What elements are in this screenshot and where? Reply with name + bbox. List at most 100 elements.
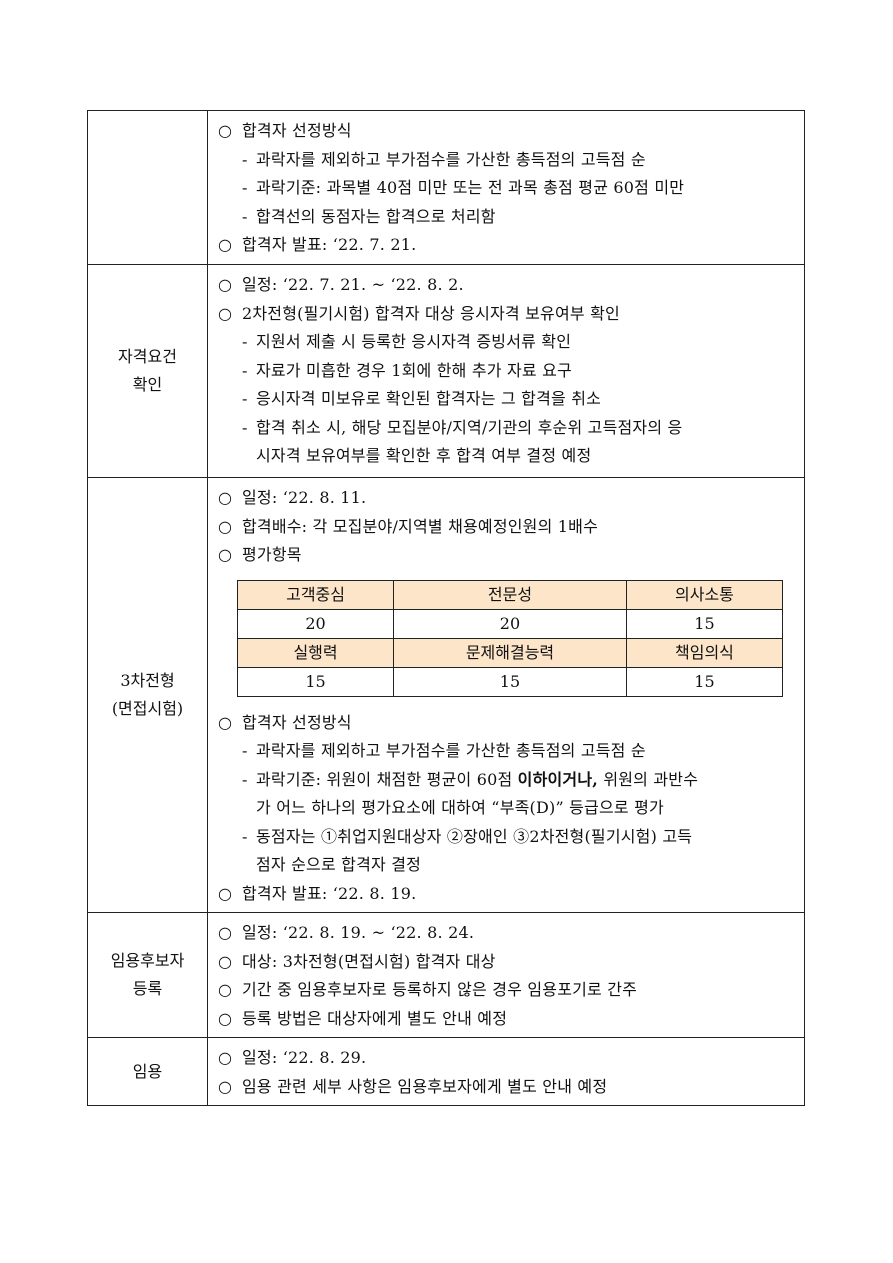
sub-item: - 과락자를 제외하고 부가점수를 가산한 총득점의 고득점 순 [208, 146, 804, 175]
item-text: 과락자를 제외하고 부가점수를 가산한 총득점의 고득점 순 [256, 741, 646, 760]
bullet-item: ○ 일정: ‘22. 8. 29. [208, 1044, 804, 1073]
bullet-item: ○ 기간 중 임용후보자로 등록하지 않은 경우 임용포기로 간주 [208, 976, 804, 1005]
item-text: 일정: ‘22. 8. 19. ~ ‘22. 8. 24. [242, 923, 475, 942]
bullet-item: ○ 합격자 발표: ‘22. 7. 21. [208, 231, 804, 260]
circle-bullet-icon: ○ [218, 1048, 233, 1067]
circle-bullet-icon: ○ [218, 545, 233, 564]
dash-bullet-icon: - [242, 769, 248, 789]
item-text: 합격배수: 각 모집분야/지역별 채용예정인원의 1배수 [242, 516, 599, 536]
circle-bullet-icon: ○ [218, 712, 233, 732]
item-text: 합격자 발표: ‘22. 7. 21. [242, 235, 417, 254]
sub-item: - 합격선의 동점자는 합격으로 처리함 [208, 203, 804, 232]
bullet-item: ○ 대상: 3차전형(면접시험) 합격자 대상 [208, 948, 804, 977]
dash-bullet-icon: - [242, 417, 248, 437]
circle-bullet-icon: ○ [218, 883, 233, 903]
bullet-item: ○ 2차전형(필기시험) 합격자 대상 응시자격 보유여부 확인 [208, 300, 804, 329]
bullet-item: ○ 합격자 발표: ‘22. 8. 19. [208, 880, 804, 909]
bullet-item: ○ 일정: ‘22. 7. 21. ~ ‘22. 8. 2. [208, 271, 804, 300]
item-text: 임용 관련 세부 사항은 임용후보자에게 별도 안내 예정 [242, 1076, 608, 1096]
circle-bullet-icon: ○ [218, 516, 233, 536]
eval-item-score: 15 [393, 666, 627, 697]
eval-score-row: 20 20 15 [236, 608, 784, 639]
bullet-item: ○ 임용 관련 세부 사항은 임용후보자에게 별도 안내 예정 [208, 1073, 804, 1102]
item-emphasis: 이하이거나, [517, 769, 599, 789]
sub-item: - 합격 취소 시, 해당 모집분야/지역/기관의 후순위 고득점자의 응 [208, 414, 804, 443]
schedule-table: ○ 합격자 선정방식 - 과락자를 제외하고 부가점수를 가산한 총득점의 고득점 순… [87, 110, 805, 1106]
row-label: 임용 [87, 1037, 208, 1106]
bullet-item: ○ 평가항목 [208, 541, 804, 570]
row-content: ○ 합격자 선정방식 - 과락자를 제외하고 부가점수를 가산한 총득점의 고득점 순… [207, 110, 805, 265]
table-row: 3차전형 (면접시험) ○ 일정: ‘22. 8. 11. ○ 합격배수: 각 모집분야/… [87, 477, 805, 913]
row-content: ○ 일정: ‘22. 8. 19. ~ ‘22. 8. 24. ○ 대상: 3차전형(… [207, 912, 805, 1038]
item-text: 과락기준: 과목별 40점 미만 또는 전 과목 총점 평균 60점 미만 [256, 178, 685, 197]
eval-score-row: 15 15 15 [236, 666, 784, 697]
row-label-line: 임용 [132, 1061, 163, 1081]
item-text: 합격자 발표: ‘22. 8. 19. [242, 883, 417, 903]
bullet-item: ○ 합격자 선정방식 [208, 709, 804, 738]
dash-bullet-icon: - [242, 149, 248, 169]
sub-item: - 과락자를 제외하고 부가점수를 가산한 총득점의 고득점 순 [208, 737, 804, 766]
circle-bullet-icon: ○ [218, 121, 233, 140]
item-text: 점자 순으로 합격자 결정 [256, 855, 422, 874]
eval-item-score: 20 [236, 608, 395, 639]
dash-bullet-icon: - [242, 826, 248, 846]
sub-item: - 자료가 미흡한 경우 1회에 한해 추가 자료 요구 [208, 357, 804, 386]
sub-item-continuation: 시자격 보유여부를 확인한 후 합격 여부 결정 예정 [208, 442, 804, 471]
item-text: 응시자격 미보유로 확인된 합격자는 그 합격을 취소 [256, 389, 602, 408]
sub-item: - 지원서 제출 시 등록한 응시자격 증빙서류 확인 [208, 328, 804, 357]
sub-item-continuation: 점자 순으로 합격자 결정 [208, 851, 804, 880]
row-label-line: (면접시험) [111, 699, 184, 718]
circle-bullet-icon: ○ [218, 303, 233, 323]
table-row: ○ 합격자 선정방식 - 과락자를 제외하고 부가점수를 가산한 총득점의 고득점 순… [87, 110, 805, 265]
eval-item-name: 고객중심 [236, 579, 395, 610]
table-row: 임용 ○ 일정: ‘22. 8. 29. ○ 임용 관련 세부 사항은 임용후보자에게 … [87, 1037, 805, 1106]
item-text: 일정: ‘22. 8. 29. [242, 1048, 367, 1067]
sub-item-continuation: 가 어느 하나의 평가요소에 대하여 “부족(D)” 등급으로 평가 [208, 794, 804, 823]
row-content: ○ 일정: ‘22. 8. 11. ○ 합격배수: 각 모집분야/지역별 채용예정인원… [207, 477, 805, 913]
item-text: 과락자를 제외하고 부가점수를 가산한 총득점의 고득점 순 [256, 149, 646, 169]
eval-item-name: 전문성 [393, 579, 627, 610]
item-text: 시자격 보유여부를 확인한 후 합격 여부 결정 예정 [256, 446, 592, 465]
item-text: 위원의 과반수 [598, 769, 699, 789]
circle-bullet-icon: ○ [218, 1076, 233, 1096]
table-row: 임용후보자 등록 ○ 일정: ‘22. 8. 19. ~ ‘22. 8. 24. ○ 대상… [87, 912, 805, 1038]
eval-item-score: 20 [393, 608, 627, 639]
dash-bullet-icon: - [242, 178, 248, 197]
dash-bullet-icon: - [242, 332, 248, 351]
item-text: 2차전형(필기시험) 합격자 대상 응시자격 보유여부 확인 [242, 303, 620, 323]
row-label: 임용후보자 등록 [87, 912, 208, 1038]
circle-bullet-icon: ○ [218, 951, 233, 971]
row-label-line: 등록 [132, 979, 163, 998]
eval-item-name: 실행력 [236, 637, 395, 668]
dash-bullet-icon: - [242, 206, 248, 226]
dash-bullet-icon: - [242, 360, 248, 380]
eval-item-name: 문제해결능력 [393, 637, 627, 668]
item-text: 대상: 3차전형(면접시험) 합격자 대상 [242, 951, 496, 971]
eval-item-name: 의사소통 [625, 579, 784, 610]
bullet-item: ○ 등록 방법은 대상자에게 별도 안내 예정 [208, 1005, 804, 1034]
eval-header-row: 고객중심 전문성 의사소통 [236, 579, 784, 610]
item-text: 합격 취소 시, 해당 모집분야/지역/기관의 후순위 고득점자의 응 [256, 417, 683, 437]
item-text: 합격자 선정방식 [242, 121, 352, 140]
eval-item-score: 15 [625, 666, 784, 697]
eval-item-score: 15 [625, 608, 784, 639]
eval-item-name: 책임의식 [625, 637, 784, 668]
row-label-line: 확인 [132, 375, 163, 394]
row-label-line: 자격요건 [118, 347, 177, 366]
bullet-item: ○ 합격배수: 각 모집분야/지역별 채용예정인원의 1배수 [208, 513, 804, 542]
sub-item: - 동점자는 ①취업지원대상자 ②장애인 ③2차전형(필기시험) 고득 [208, 823, 804, 852]
item-text: 동점자는 ①취업지원대상자 ②장애인 ③2차전형(필기시험) 고득 [256, 826, 693, 846]
item-text: 가 어느 하나의 평가요소에 대하여 “부족(D)” 등급으로 평가 [256, 798, 664, 817]
row-label: 3차전형 (면접시험) [87, 477, 208, 913]
bullet-item: ○ 일정: ‘22. 8. 11. [208, 484, 804, 513]
item-text: 합격선의 동점자는 합격으로 처리함 [256, 206, 496, 226]
row-content: ○ 일정: ‘22. 8. 29. ○ 임용 관련 세부 사항은 임용후보자에게 별도… [207, 1037, 805, 1106]
evaluation-items-table: 고객중심 전문성 의사소통 20 20 15 실행력 문제해결능력 책임의식 15 15 15 [236, 579, 784, 697]
circle-bullet-icon: ○ [218, 1008, 233, 1028]
table-row: 자격요건 확인 ○ 일정: ‘22. 7. 21. ~ ‘22. 8. 2. ○ 2차전형… [87, 264, 805, 478]
sub-item: - 과락기준: 과목별 40점 미만 또는 전 과목 총점 평균 60점 미만 [208, 174, 804, 203]
bullet-item: ○ 일정: ‘22. 8. 19. ~ ‘22. 8. 24. [208, 919, 804, 948]
item-text: 합격자 선정방식 [242, 712, 352, 732]
circle-bullet-icon: ○ [218, 275, 233, 294]
